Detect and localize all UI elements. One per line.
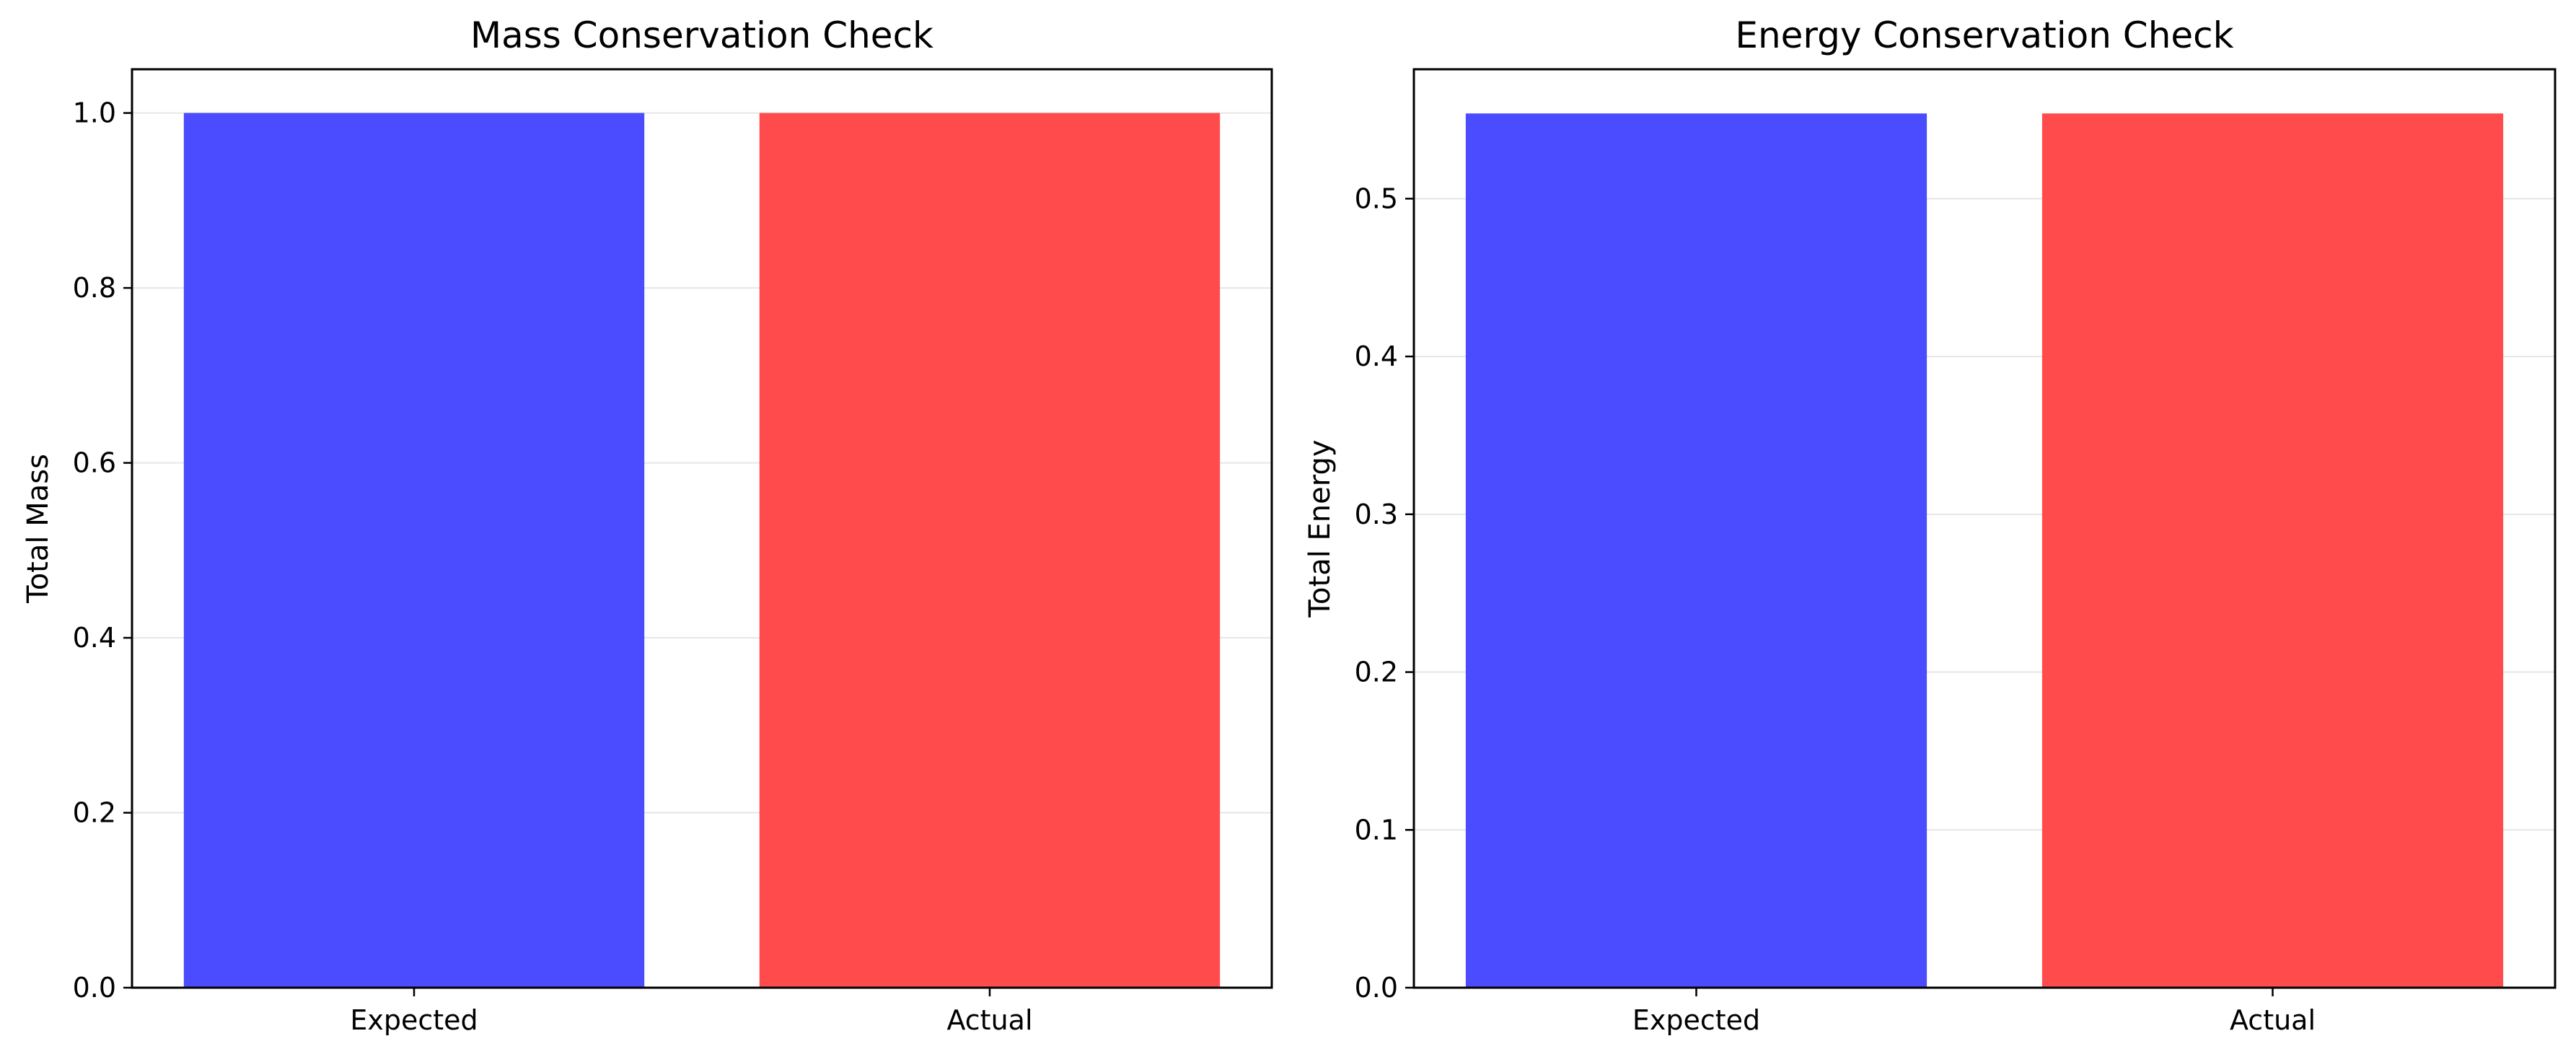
x-tick-label: Expected [350,1004,478,1036]
y-tick-label: 0.2 [73,797,116,829]
y-tick-label: 0.0 [73,972,116,1004]
bar-expected [183,113,645,988]
y-tick-label: 0.6 [73,447,116,479]
x-tick-label: Actual [2230,1004,2316,1036]
chart-panel-2: 0.0 0.1 0.2 0.3 0.4 0.5 Expected Actual Energy C… [1304,14,2557,1036]
y-tick-label: 0.0 [1355,972,1398,1004]
x-tick-label: Actual [946,1004,1032,1036]
y-tick-label: 1.0 [73,97,116,129]
y-tick-label: 0.3 [1355,499,1398,530]
y-tick-label: 0.4 [73,622,116,654]
chart-title: Energy Conservation Check [1735,14,2233,56]
bar-actual [759,113,1221,988]
y-tick-label: 0.5 [1355,183,1398,214]
y-tick-label: 0.8 [73,272,116,304]
y-axis-label: Total Energy [1304,439,1337,618]
x-tick-label: Expected [1632,1004,1760,1036]
bar-expected [1465,113,1927,988]
chart-title: Mass Conservation Check [470,14,933,56]
y-tick-label: 0.4 [1355,341,1398,372]
plot-frame [1412,68,2557,989]
y-axis-label: Total Mass [22,454,55,604]
y-tick-label: 0.1 [1355,814,1398,846]
plot-frame [131,68,1273,989]
chart-panel-1: 0.0 0.2 0.4 0.6 0.8 1.0 Expected Actual Mass Con… [22,14,1273,1036]
y-tick-label: 0.2 [1355,657,1398,688]
bar-actual [2041,113,2504,988]
